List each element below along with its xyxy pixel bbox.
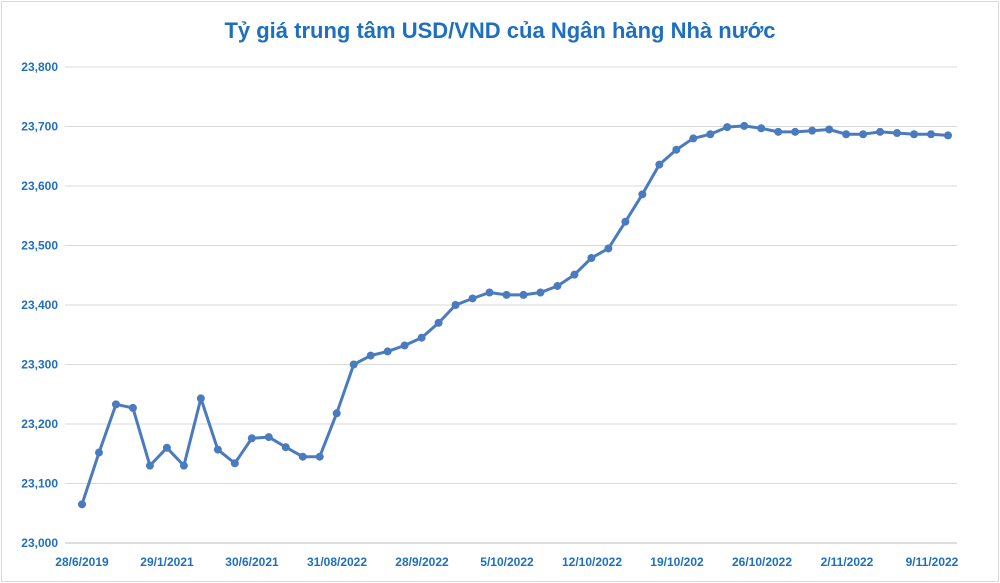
chart-title: Tỷ giá trung tâm USD/VND của Ngân hàng N…	[224, 18, 776, 43]
x-tick-label: 2/11/2022	[821, 555, 874, 569]
data-point	[468, 294, 477, 303]
data-point	[893, 129, 902, 138]
data-point	[434, 318, 443, 327]
data-point	[502, 290, 511, 299]
data-point	[264, 433, 273, 442]
data-point	[179, 461, 188, 470]
data-point	[247, 434, 256, 443]
data-point	[706, 130, 715, 139]
x-tick-label: 28/9/2022	[395, 555, 449, 569]
data-point	[383, 347, 392, 356]
data-point	[825, 125, 834, 134]
data-point	[332, 409, 341, 418]
data-point	[349, 360, 358, 369]
data-point	[689, 134, 698, 143]
data-point	[519, 290, 528, 299]
y-tick-label: 23,600	[21, 179, 58, 193]
data-point	[859, 130, 868, 139]
x-tick-label: 29/1/2021	[140, 555, 194, 569]
y-tick-label: 23,700	[21, 120, 58, 134]
data-point	[400, 341, 409, 350]
data-point	[808, 126, 817, 135]
x-tick-label: 12/10/2022	[562, 555, 622, 569]
data-point	[111, 400, 120, 409]
data-point	[145, 461, 154, 470]
data-point	[196, 394, 205, 403]
y-tick-label: 23,500	[21, 239, 58, 253]
data-point	[298, 452, 307, 461]
data-point	[128, 403, 137, 412]
series-line	[78, 121, 952, 509]
data-point	[78, 500, 86, 509]
x-tick-label: 28/6/2019	[55, 555, 109, 569]
data-point	[774, 127, 783, 136]
data-point	[944, 131, 952, 140]
data-point	[791, 127, 800, 136]
data-point	[570, 270, 579, 279]
x-tick-label: 19/10/202	[650, 555, 704, 569]
x-tick-label: 5/10/2022	[480, 555, 534, 569]
data-point	[281, 443, 290, 452]
data-point	[587, 253, 596, 262]
y-tick-label: 23,800	[21, 60, 58, 74]
y-tick-label: 23,300	[21, 358, 58, 372]
y-tick-label: 23,200	[21, 417, 58, 431]
data-point	[604, 244, 613, 253]
x-tick-label: 9/11/2022	[906, 555, 959, 569]
data-point	[910, 130, 919, 139]
x-tick-label: 26/10/2022	[732, 555, 792, 569]
data-point	[876, 127, 885, 136]
data-point	[451, 301, 460, 309]
y-axis-ticks: 23,000 23,100 23,200 23,300 23,400 23,500 23,6…	[21, 60, 58, 550]
y-tick-label: 23,400	[21, 298, 58, 312]
data-point	[757, 124, 766, 133]
x-axis-ticks: 28/6/2019 29/1/2021 30/6/2021 31/08/2022 28/…	[55, 555, 958, 569]
series-line-path	[80, 124, 949, 505]
data-point	[536, 288, 545, 297]
x-tick-label: 31/08/2022	[307, 555, 367, 569]
y-tick-label: 23,000	[21, 536, 58, 550]
data-point	[638, 190, 647, 199]
y-tick-label: 23,100	[21, 477, 58, 491]
x-tick-label: 30/6/2021	[225, 555, 279, 569]
data-point	[315, 452, 324, 461]
data-point	[94, 448, 103, 457]
data-point	[162, 443, 171, 452]
data-point	[655, 160, 664, 169]
data-point	[366, 351, 375, 360]
data-point	[672, 145, 681, 154]
data-point	[485, 288, 494, 297]
data-point	[842, 130, 851, 139]
data-point	[230, 459, 239, 468]
data-point	[213, 445, 222, 454]
data-point	[723, 123, 732, 132]
gridlines	[65, 66, 957, 544]
data-point	[740, 121, 749, 130]
data-point	[927, 130, 936, 139]
data-point	[417, 333, 426, 342]
data-point	[553, 281, 562, 290]
data-point	[621, 217, 630, 226]
